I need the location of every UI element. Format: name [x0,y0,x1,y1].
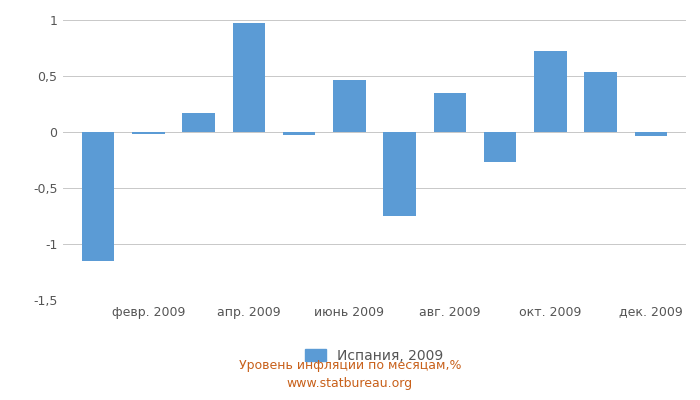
Legend: Испания, 2009: Испания, 2009 [300,343,449,368]
Text: www.statbureau.org: www.statbureau.org [287,378,413,390]
Bar [82,132,115,261]
Bar [384,132,416,216]
Bar [433,93,466,132]
Bar [584,72,617,132]
Text: Уровень инфляции по месяцам,%: Уровень инфляции по месяцам,% [239,360,461,372]
Bar [283,132,316,135]
Bar [232,23,265,132]
Bar [484,132,517,162]
Bar [534,51,567,132]
Bar [634,132,667,136]
Bar [132,132,164,134]
Bar [182,113,215,132]
Bar [333,80,365,132]
